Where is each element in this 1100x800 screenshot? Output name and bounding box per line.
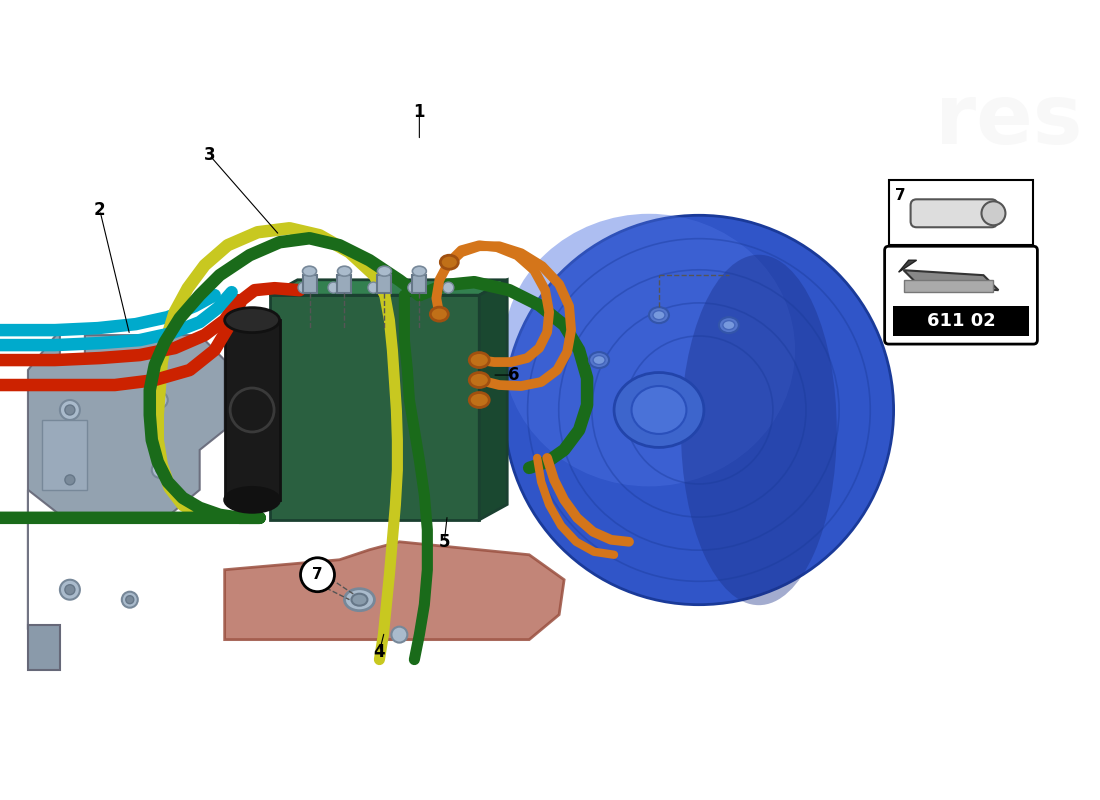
Ellipse shape <box>352 594 367 606</box>
Ellipse shape <box>614 373 704 447</box>
FancyBboxPatch shape <box>42 420 87 490</box>
Circle shape <box>156 396 164 404</box>
Circle shape <box>981 202 1005 226</box>
Circle shape <box>152 392 167 408</box>
Text: 1: 1 <box>414 103 425 122</box>
FancyBboxPatch shape <box>889 180 1033 246</box>
Text: 3: 3 <box>204 146 216 164</box>
FancyBboxPatch shape <box>892 306 1030 336</box>
Text: 611 02: 611 02 <box>926 312 996 330</box>
Text: ©: © <box>658 359 700 401</box>
Ellipse shape <box>377 266 392 276</box>
FancyBboxPatch shape <box>911 199 998 227</box>
FancyBboxPatch shape <box>903 280 993 292</box>
Circle shape <box>408 282 419 293</box>
Circle shape <box>392 626 407 642</box>
Polygon shape <box>224 320 279 500</box>
Text: 2: 2 <box>94 202 106 219</box>
Ellipse shape <box>503 214 795 486</box>
FancyBboxPatch shape <box>377 275 392 293</box>
Text: 7: 7 <box>312 567 322 582</box>
Text: 7: 7 <box>895 188 906 203</box>
Circle shape <box>59 400 80 420</box>
Polygon shape <box>899 260 916 272</box>
Ellipse shape <box>344 589 374 610</box>
Ellipse shape <box>470 353 490 367</box>
Polygon shape <box>903 270 999 290</box>
Ellipse shape <box>723 321 735 330</box>
Text: 5: 5 <box>439 533 450 550</box>
Circle shape <box>59 580 80 600</box>
Circle shape <box>300 558 334 592</box>
Ellipse shape <box>593 355 605 365</box>
Ellipse shape <box>412 266 427 276</box>
FancyBboxPatch shape <box>884 246 1037 344</box>
Ellipse shape <box>338 266 352 276</box>
FancyBboxPatch shape <box>412 275 427 293</box>
Text: res: res <box>935 80 1082 161</box>
Ellipse shape <box>440 255 459 270</box>
Ellipse shape <box>719 317 739 333</box>
Circle shape <box>59 470 80 490</box>
Circle shape <box>65 585 75 594</box>
Ellipse shape <box>681 254 837 605</box>
Polygon shape <box>224 542 564 640</box>
Circle shape <box>65 475 75 485</box>
Ellipse shape <box>224 487 279 512</box>
Ellipse shape <box>504 215 893 605</box>
Circle shape <box>298 282 309 293</box>
Polygon shape <box>28 330 224 630</box>
Circle shape <box>65 405 75 415</box>
Polygon shape <box>270 280 507 295</box>
Circle shape <box>443 282 454 293</box>
Circle shape <box>122 592 138 608</box>
Polygon shape <box>270 295 480 520</box>
Ellipse shape <box>470 373 490 387</box>
FancyBboxPatch shape <box>338 275 352 293</box>
Text: 6: 6 <box>508 366 520 384</box>
Ellipse shape <box>649 307 669 323</box>
Circle shape <box>152 462 167 478</box>
Circle shape <box>125 596 134 604</box>
Ellipse shape <box>430 307 449 321</box>
Circle shape <box>367 282 378 293</box>
Text: 4: 4 <box>374 642 385 661</box>
Text: autoparts
since 1985: autoparts since 1985 <box>610 366 788 494</box>
FancyBboxPatch shape <box>302 275 317 293</box>
Ellipse shape <box>224 308 279 333</box>
Polygon shape <box>28 625 59 670</box>
Ellipse shape <box>631 386 686 434</box>
Polygon shape <box>480 280 507 520</box>
Ellipse shape <box>653 310 666 320</box>
Circle shape <box>328 282 339 293</box>
Ellipse shape <box>302 266 317 276</box>
Ellipse shape <box>470 393 490 407</box>
Ellipse shape <box>590 352 609 368</box>
Circle shape <box>156 466 164 474</box>
